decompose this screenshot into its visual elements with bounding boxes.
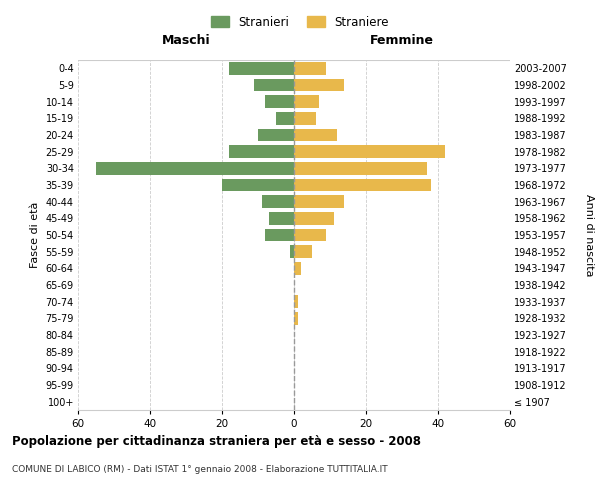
Bar (294, 246, 312, 258)
Bar (294, 79, 344, 92)
Bar (265, 229, 294, 241)
Bar (290, 246, 294, 258)
Y-axis label: Anni di nascita: Anni di nascita (584, 194, 594, 276)
Bar (262, 196, 294, 208)
Bar (294, 296, 298, 308)
Bar (294, 62, 326, 74)
Bar (294, 262, 301, 274)
Text: Femmine: Femmine (370, 34, 434, 46)
Bar (294, 96, 319, 108)
Bar (294, 112, 316, 124)
Bar (294, 196, 344, 208)
Bar (229, 62, 294, 74)
Y-axis label: Fasce di età: Fasce di età (30, 202, 40, 268)
Bar (294, 146, 445, 158)
Bar (269, 212, 294, 224)
Text: Maschi: Maschi (161, 34, 211, 46)
Legend: Stranieri, Straniere: Stranieri, Straniere (206, 11, 394, 34)
Bar (276, 112, 294, 124)
Bar (294, 129, 337, 141)
Text: COMUNE DI LABICO (RM) - Dati ISTAT 1° gennaio 2008 - Elaborazione TUTTITALIA.IT: COMUNE DI LABICO (RM) - Dati ISTAT 1° ge… (12, 465, 388, 474)
Bar (254, 79, 294, 92)
Bar (294, 312, 298, 324)
Bar (294, 212, 334, 224)
Bar (294, 179, 431, 192)
Bar (294, 162, 427, 174)
Bar (294, 229, 326, 241)
Bar (96, 162, 294, 174)
Bar (229, 146, 294, 158)
Bar (265, 96, 294, 108)
Text: Popolazione per cittadinanza straniera per età e sesso - 2008: Popolazione per cittadinanza straniera p… (12, 435, 421, 448)
Bar (222, 179, 294, 192)
Bar (258, 129, 294, 141)
